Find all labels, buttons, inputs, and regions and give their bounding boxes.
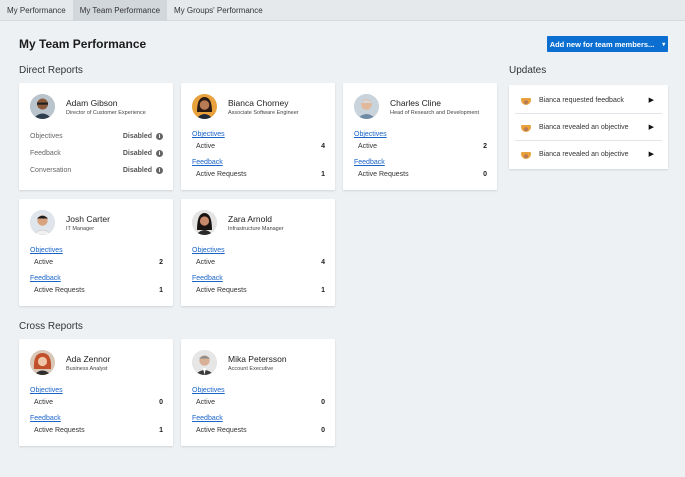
avatar (521, 149, 531, 159)
avatar (521, 95, 531, 105)
feedback-requests-count: 1 (321, 171, 325, 178)
feedback-requests-count: 1 (159, 427, 163, 434)
feedback-requests-label: Active Requests (358, 171, 409, 178)
cross-reports-heading: Cross Reports (19, 321, 83, 332)
objectives-active-count: 0 (159, 399, 163, 406)
feedback-link[interactable]: Feedback (30, 275, 61, 282)
tab-my-performance[interactable]: My Performance (7, 6, 66, 15)
objectives-active-label: Active (358, 143, 378, 150)
person-role: Director of Customer Experience (66, 110, 146, 116)
objectives-active-count: 2 (159, 259, 163, 266)
person-name: Zara Arnold (228, 214, 272, 224)
objectives-link[interactable]: Objectives (192, 131, 225, 138)
divider (515, 140, 662, 141)
person-role: IT Manager (66, 226, 95, 232)
chevron-right-icon[interactable]: ▶ (648, 97, 654, 104)
feedback-requests-count: 0 (321, 427, 325, 434)
person-card-zara-arnold[interactable]: Zara Arnold Infrastructure Manager Objec… (181, 199, 335, 306)
avatar (192, 350, 217, 375)
person-card-mika-petersson[interactable]: Mika Petersson Account Executive Objecti… (181, 339, 335, 446)
person-card-bianca-chorney[interactable]: Bianca Chorney Associate Software Engine… (181, 83, 335, 190)
person-card-adam-gibson[interactable]: Adam Gibson Director of Customer Experie… (19, 83, 173, 190)
update-item[interactable]: Bianca requested feedback ▶ (515, 87, 662, 113)
objectives-active-count: 2 (483, 143, 487, 150)
person-name: Charles Cline (390, 98, 442, 108)
feedback-requests-label: Active Requests (34, 427, 85, 434)
feedback-requests-count: 1 (159, 287, 163, 294)
objectives-link[interactable]: Objectives (192, 247, 225, 254)
avatar (30, 350, 55, 375)
objectives-active-count: 0 (321, 399, 325, 406)
objectives-label: Objectives (30, 133, 63, 140)
feedback-link[interactable]: Feedback (192, 415, 223, 422)
update-text: Bianca revealed an objective (539, 123, 629, 131)
person-card-charles-cline[interactable]: Charles Cline Head of Research and Devel… (343, 83, 497, 190)
objectives-active-count: 4 (321, 259, 325, 266)
objectives-status: Disabled (122, 133, 152, 140)
objectives-active-count: 4 (321, 143, 325, 150)
person-card-josh-carter[interactable]: Josh Carter IT Manager Objectives Active… (19, 199, 173, 306)
tab-my-team-performance[interactable]: My Team Performance (72, 0, 168, 21)
feedback-requests-label: Active Requests (34, 287, 85, 294)
person-name: Ada Zennor (66, 354, 111, 364)
person-role: Account Executive (228, 366, 274, 372)
updates-heading: Updates (509, 65, 547, 76)
feedback-status: Disabled (122, 150, 152, 157)
feedback-requests-label: Active Requests (196, 171, 247, 178)
info-icon[interactable]: i (156, 133, 163, 140)
tab-my-groups-performance[interactable]: My Groups' Performance (174, 6, 263, 15)
info-icon[interactable]: i (156, 150, 163, 157)
conversation-status: Disabled (122, 167, 152, 174)
tab-bar: My Performance My Team Performance My Gr… (0, 0, 685, 21)
conversation-label: Conversation (30, 167, 72, 174)
avatar (354, 94, 379, 119)
objectives-link[interactable]: Objectives (354, 131, 387, 138)
feedback-link[interactable]: Feedback (192, 159, 223, 166)
objectives-active-label: Active (196, 259, 216, 266)
objectives-link[interactable]: Objectives (192, 387, 225, 394)
person-role: Head of Research and Development (390, 110, 479, 116)
update-item[interactable]: Bianca revealed an objective ▶ (515, 114, 662, 140)
person-name: Josh Carter (66, 214, 110, 224)
add-new-for-team-members-button[interactable]: Add new for team members... ▾ (547, 36, 668, 52)
person-name: Adam Gibson (66, 98, 118, 108)
page-title: My Team Performance (19, 37, 147, 51)
person-card-ada-zennor[interactable]: Ada Zennor Business Analyst Objectives A… (19, 339, 173, 446)
person-role: Associate Software Engineer (228, 110, 299, 116)
update-text: Bianca revealed an objective (539, 150, 629, 158)
avatar (192, 94, 217, 119)
avatar (30, 210, 55, 235)
person-role: Business Analyst (66, 366, 108, 372)
avatar (30, 94, 55, 119)
feedback-link[interactable]: Feedback (354, 159, 385, 166)
chevron-down-icon: ▾ (662, 41, 666, 48)
feedback-requests-label: Active Requests (196, 427, 247, 434)
update-item[interactable]: Bianca revealed an objective ▶ (515, 141, 662, 167)
direct-reports-heading: Direct Reports (19, 65, 83, 76)
objectives-link[interactable]: Objectives (30, 247, 63, 254)
add-button-label: Add new for team members... (549, 39, 655, 49)
objectives-active-label: Active (34, 399, 54, 406)
chevron-right-icon[interactable]: ▶ (648, 124, 654, 131)
feedback-requests-count: 1 (321, 287, 325, 294)
objectives-active-label: Active (34, 259, 54, 266)
feedback-requests-label: Active Requests (196, 287, 247, 294)
person-name: Mika Petersson (228, 354, 287, 364)
person-role: Infrastructure Manager (228, 226, 284, 232)
info-icon[interactable]: i (156, 167, 163, 174)
avatar (192, 210, 217, 235)
objectives-link[interactable]: Objectives (30, 387, 63, 394)
update-text: Bianca requested feedback (539, 96, 624, 104)
updates-panel: Bianca requested feedback ▶ Bianca revea… (509, 85, 668, 169)
feedback-requests-count: 0 (483, 171, 487, 178)
feedback-link[interactable]: Feedback (192, 275, 223, 282)
objectives-active-label: Active (196, 399, 216, 406)
feedback-link[interactable]: Feedback (30, 415, 61, 422)
divider (515, 113, 662, 114)
objectives-active-label: Active (196, 143, 216, 150)
avatar (521, 122, 531, 132)
chevron-right-icon[interactable]: ▶ (648, 151, 654, 158)
feedback-label: Feedback (30, 150, 61, 157)
person-name: Bianca Chorney (228, 98, 289, 108)
